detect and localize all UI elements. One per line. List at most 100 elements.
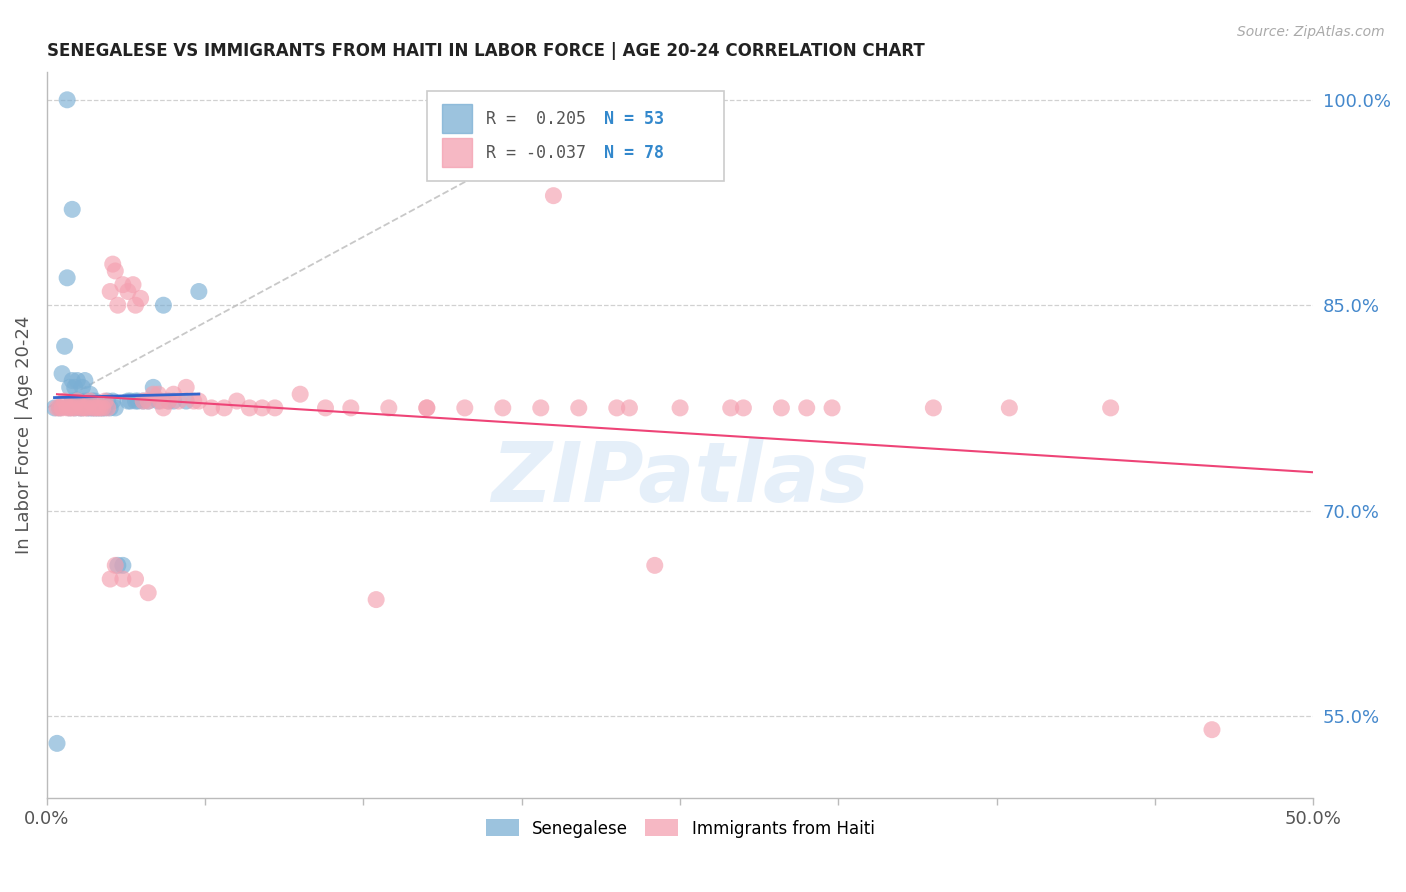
Point (56, 93, 79, 107)
Point (111, 558, 134, 573)
Point (104, 264, 127, 278)
Point (644, 558, 666, 573)
Point (73, 401, 96, 415)
Point (796, 401, 818, 415)
Point (152, 298, 174, 312)
Point (107, 298, 129, 312)
Point (59, 401, 82, 415)
Point (162, 394, 184, 409)
Point (111, 277, 134, 292)
Text: Source: ZipAtlas.com: Source: ZipAtlas.com (1237, 25, 1385, 39)
Point (183, 394, 205, 409)
Point (416, 401, 439, 415)
Point (84, 401, 107, 415)
Point (97, 394, 120, 409)
Point (51, 367, 73, 381)
Point (91, 401, 114, 415)
Point (79, 401, 101, 415)
Point (73, 394, 96, 409)
Point (669, 401, 692, 415)
Point (101, 394, 124, 409)
Point (124, 394, 146, 409)
Point (733, 401, 755, 415)
Point (44, 401, 66, 415)
Point (59, 401, 82, 415)
Point (606, 401, 628, 415)
Point (89, 401, 111, 415)
Point (416, 401, 439, 415)
Point (148, 394, 170, 409)
FancyBboxPatch shape (441, 138, 472, 168)
Point (46, 401, 69, 415)
Point (69, 394, 91, 409)
Point (1201, 723, 1223, 737)
Point (142, 387, 165, 401)
Point (98, 401, 121, 415)
Point (619, 401, 641, 415)
Point (157, 394, 180, 409)
Point (120, 394, 142, 409)
Point (148, 387, 170, 401)
Point (543, 188, 565, 202)
Point (56, 401, 79, 415)
Point (66, 394, 89, 409)
Point (167, 394, 190, 409)
Point (104, 401, 127, 415)
Point (568, 401, 591, 415)
Point (66, 394, 89, 409)
Point (288, 387, 311, 401)
Point (124, 572, 146, 586)
Point (136, 394, 159, 409)
Point (174, 394, 197, 409)
Point (315, 401, 337, 415)
Point (60, 394, 83, 409)
FancyBboxPatch shape (441, 104, 472, 134)
Point (86, 401, 108, 415)
Point (162, 387, 184, 401)
Point (225, 394, 247, 409)
Text: R =  0.205: R = 0.205 (486, 110, 586, 128)
Point (366, 592, 388, 607)
Point (76, 401, 98, 415)
Point (136, 586, 159, 600)
Y-axis label: In Labor Force | Age 20-24: In Labor Force | Age 20-24 (15, 316, 32, 555)
Point (149, 394, 172, 409)
Point (117, 285, 139, 299)
Point (76, 401, 98, 415)
Point (97, 401, 120, 415)
Point (84, 394, 107, 409)
Point (84, 401, 107, 415)
Point (69, 401, 91, 415)
Point (157, 394, 180, 409)
Point (60, 202, 83, 217)
Point (48, 401, 70, 415)
Point (82, 401, 104, 415)
Point (72, 380, 94, 394)
Point (72, 401, 94, 415)
Point (60, 401, 83, 415)
Point (94, 401, 117, 415)
Point (922, 401, 945, 415)
Point (238, 401, 260, 415)
Text: R = -0.037: R = -0.037 (486, 144, 586, 162)
Text: N = 78: N = 78 (605, 144, 664, 162)
Point (91, 401, 114, 415)
Point (59, 380, 82, 394)
Point (76, 394, 98, 409)
Point (56, 270, 79, 285)
Point (132, 394, 155, 409)
Point (111, 572, 134, 586)
Point (48, 401, 70, 415)
Text: N = 53: N = 53 (605, 110, 664, 128)
Point (136, 394, 159, 409)
Point (142, 380, 165, 394)
Point (98, 572, 121, 586)
Point (82, 401, 104, 415)
Point (152, 401, 174, 415)
Legend: Senegalese, Immigrants from Haiti: Senegalese, Immigrants from Haiti (479, 813, 882, 844)
Point (79, 387, 101, 401)
Point (60, 374, 83, 388)
Text: ZIPatlas: ZIPatlas (491, 438, 869, 519)
Point (82, 394, 104, 409)
Point (263, 401, 285, 415)
